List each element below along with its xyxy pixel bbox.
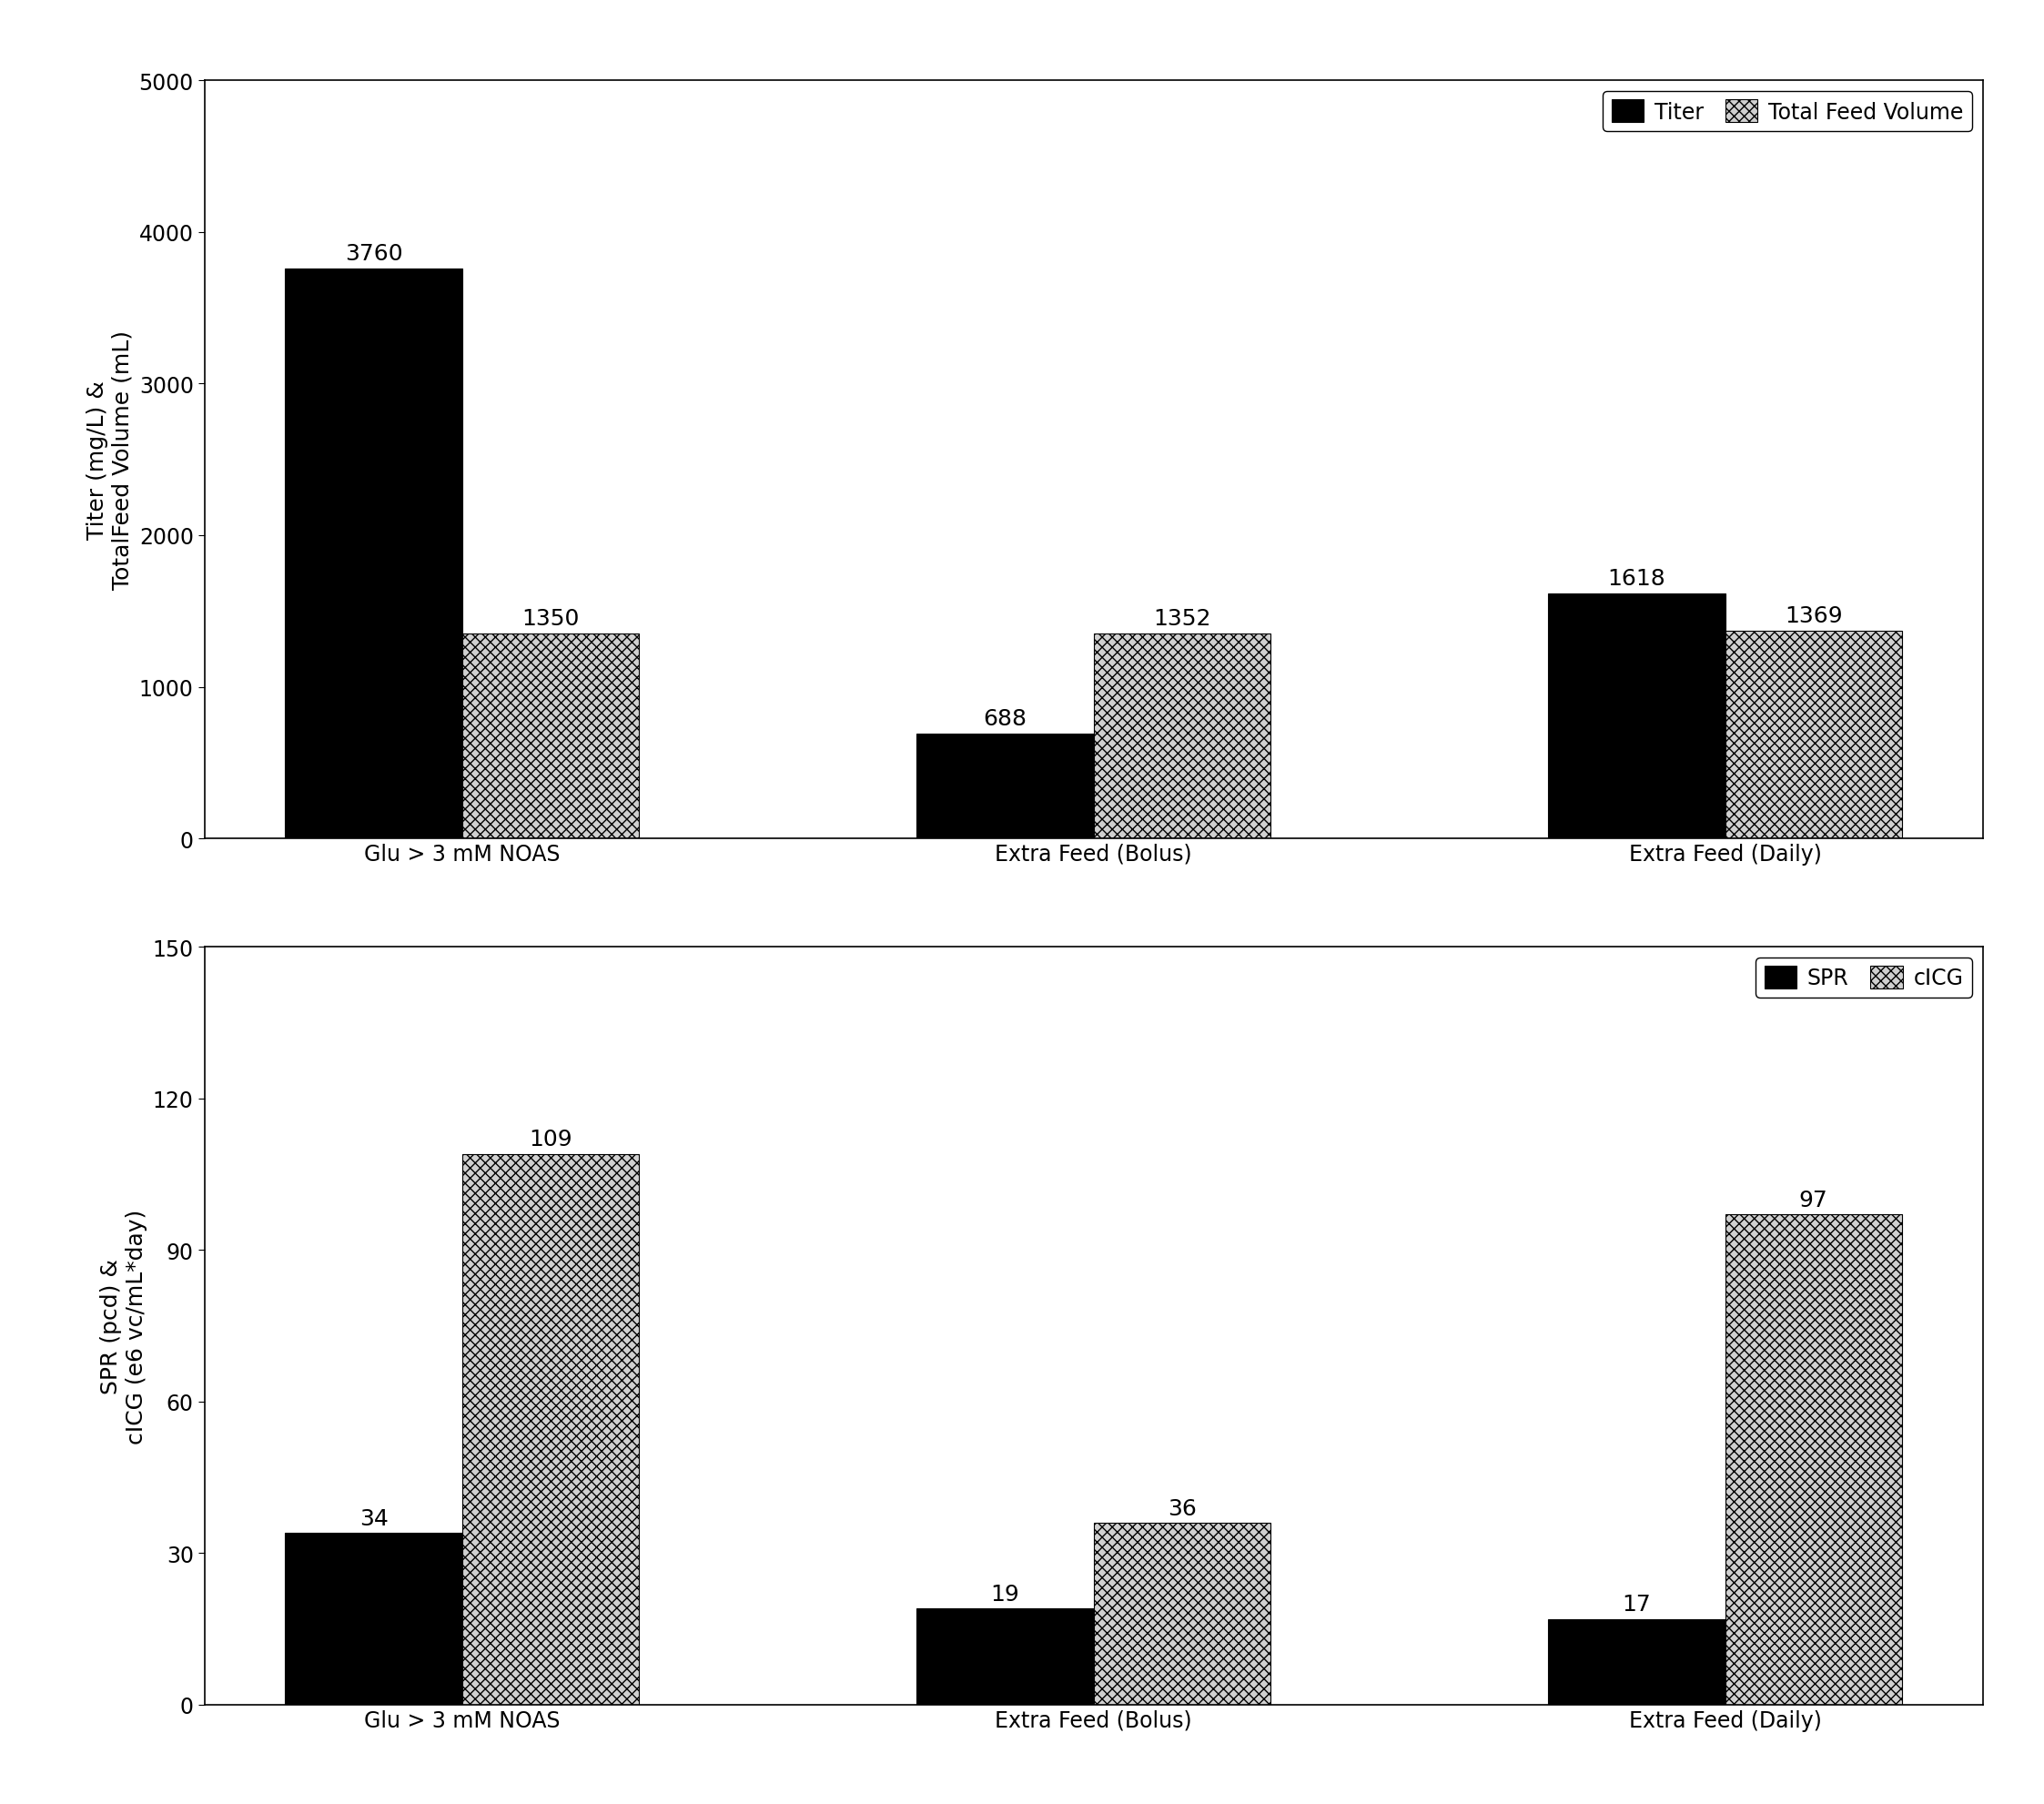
- Text: 1369: 1369: [1784, 604, 1842, 626]
- Text: 19: 19: [991, 1582, 1020, 1606]
- Text: 1618: 1618: [1609, 566, 1666, 590]
- Bar: [916, 1609, 1094, 1705]
- Bar: [286, 269, 462, 839]
- Bar: [1094, 633, 1271, 839]
- Bar: [1547, 594, 1725, 839]
- Text: 17: 17: [1623, 1593, 1652, 1615]
- Bar: [1547, 1618, 1725, 1705]
- Bar: [916, 734, 1094, 839]
- Y-axis label: Titer (mg/L) &
TotalFeed Volume (mL): Titer (mg/L) & TotalFeed Volume (mL): [86, 330, 133, 590]
- Y-axis label: SPR (pcd) &
cICG (e6 vc/mL*day): SPR (pcd) & cICG (e6 vc/mL*day): [100, 1209, 147, 1443]
- Text: 1350: 1350: [521, 608, 578, 630]
- Text: 1352: 1352: [1153, 608, 1210, 630]
- Bar: [1094, 1523, 1271, 1705]
- Bar: [462, 635, 640, 839]
- Legend: SPR, cICG: SPR, cICG: [1756, 958, 1972, 998]
- Bar: [462, 1155, 640, 1705]
- Legend: Titer, Total Feed Volume: Titer, Total Feed Volume: [1602, 92, 1972, 132]
- Text: 97: 97: [1799, 1189, 1827, 1210]
- Bar: [1725, 1214, 1901, 1705]
- Text: 688: 688: [983, 709, 1026, 731]
- Text: 109: 109: [529, 1128, 572, 1151]
- Text: 36: 36: [1167, 1497, 1196, 1519]
- Bar: [1725, 631, 1901, 839]
- Bar: [286, 1533, 462, 1705]
- Text: 34: 34: [360, 1506, 388, 1530]
- Text: 3760: 3760: [345, 244, 403, 265]
